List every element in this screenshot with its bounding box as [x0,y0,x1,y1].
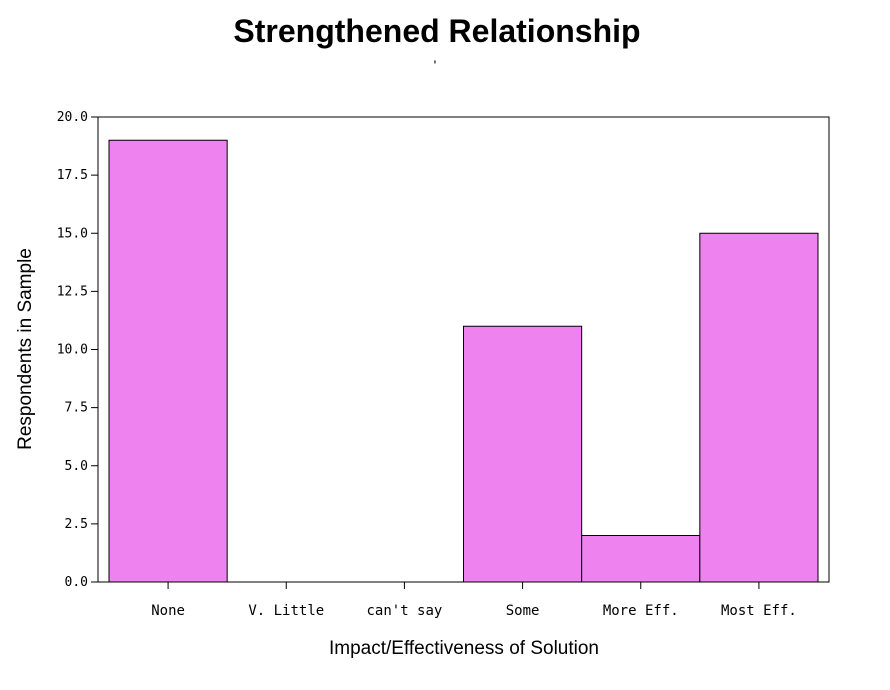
bar-5 [699,232,819,583]
x-tick-label: Most Eff. [721,603,797,619]
bar-3 [463,325,583,583]
bars-group [108,139,819,583]
y-tick-label: 0.0 [65,575,88,590]
x-tick-label: Some [506,603,540,619]
y-tick-label: 12.5 [57,284,88,299]
x-tick-label: None [151,603,185,619]
chart-title: Strengthened Relationship [233,13,640,49]
x-tick-label: can't say [366,603,442,619]
x-axis: None V. Little can't say Some More Eff. Most … [151,582,797,619]
x-axis-title: Impact/Effectiveness of Solution [329,638,599,659]
y-axis-title: Respondents in Sample [15,248,36,450]
chart-subtitle: ' [434,57,437,73]
bar-0 [108,139,228,583]
y-tick-label: 20.0 [57,110,88,125]
y-tick-label: 2.5 [65,517,88,532]
bar-4 [581,535,701,583]
y-tick-label: 5.0 [65,459,88,474]
y-tick-label: 15.0 [57,226,88,241]
y-tick-label: 17.5 [57,168,88,183]
y-tick-label: 7.5 [65,401,88,416]
y-tick-label: 10.0 [57,343,88,358]
x-tick-label: V. Little [248,603,324,619]
y-axis: 0.0 2.5 5.0 7.5 10.0 12.5 15.0 17.5 20.0 [57,110,98,590]
x-tick-label: More Eff. [603,603,679,619]
